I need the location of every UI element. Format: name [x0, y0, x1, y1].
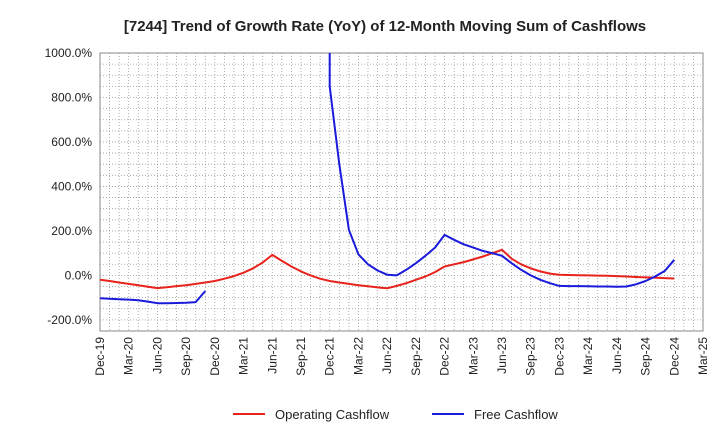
series-layer — [100, 53, 676, 305]
x-tick-label: Sep-21 — [294, 337, 308, 376]
y-tick-label: 200.0% — [51, 224, 92, 238]
y-tick-label: 0.0% — [65, 268, 93, 282]
x-tick-label: Mar-24 — [581, 337, 595, 375]
x-tick-label: Jun-22 — [380, 337, 394, 374]
x-tick-label: Sep-23 — [524, 337, 538, 376]
grid — [99, 52, 704, 332]
x-tick-label: Mar-21 — [237, 337, 251, 375]
x-tick-label: Jun-23 — [495, 337, 509, 374]
y-tick-label: -200.0% — [47, 313, 92, 327]
legend-label: Operating Cashflow — [275, 407, 390, 422]
x-tick-label: Dec-19 — [93, 337, 107, 376]
x-tick-label: Mar-22 — [351, 337, 365, 375]
x-tick-label: Mar-25 — [696, 337, 710, 375]
legend-label: Free Cashflow — [474, 407, 558, 422]
x-tick-label: Mar-23 — [466, 337, 480, 375]
x-tick-label: Sep-24 — [639, 337, 653, 376]
legend: Operating Cashflow Free Cashflow — [233, 407, 558, 422]
x-tick-label: Dec-20 — [208, 337, 222, 376]
series-line — [328, 53, 676, 288]
x-tick-label: Jun-24 — [610, 337, 624, 374]
x-tick-label: Dec-23 — [552, 337, 566, 376]
plot-frame — [99, 52, 704, 332]
x-tick-label: Jun-21 — [265, 337, 279, 374]
y-tick-label: 600.0% — [51, 135, 92, 149]
x-tick-label: Dec-24 — [667, 337, 681, 376]
x-tick-label: Sep-22 — [409, 337, 423, 376]
y-tick-label: 800.0% — [51, 90, 92, 104]
series-line — [100, 290, 207, 305]
x-tick-label: Dec-22 — [438, 337, 452, 376]
x-tick-label: Jun-20 — [150, 337, 164, 374]
series-line — [100, 248, 675, 290]
y-tick-label: 1000.0% — [45, 46, 93, 60]
x-tick-label: Dec-21 — [323, 337, 337, 376]
chart-title: [7244] Trend of Growth Rate (YoY) of 12-… — [124, 18, 646, 35]
x-tick-label: Sep-20 — [179, 337, 193, 376]
y-tick-label: 400.0% — [51, 179, 92, 193]
x-tick-label: Mar-20 — [122, 337, 136, 375]
y-axis: 1000.0% 800.0% 600.0% 400.0% 200.0% 0.0% -200.… — [45, 46, 93, 327]
plot-area — [99, 52, 704, 332]
x-axis: Dec-19 Mar-20 Jun-20 Sep-20 Dec-20 Mar-21 Jun-… — [93, 337, 710, 376]
